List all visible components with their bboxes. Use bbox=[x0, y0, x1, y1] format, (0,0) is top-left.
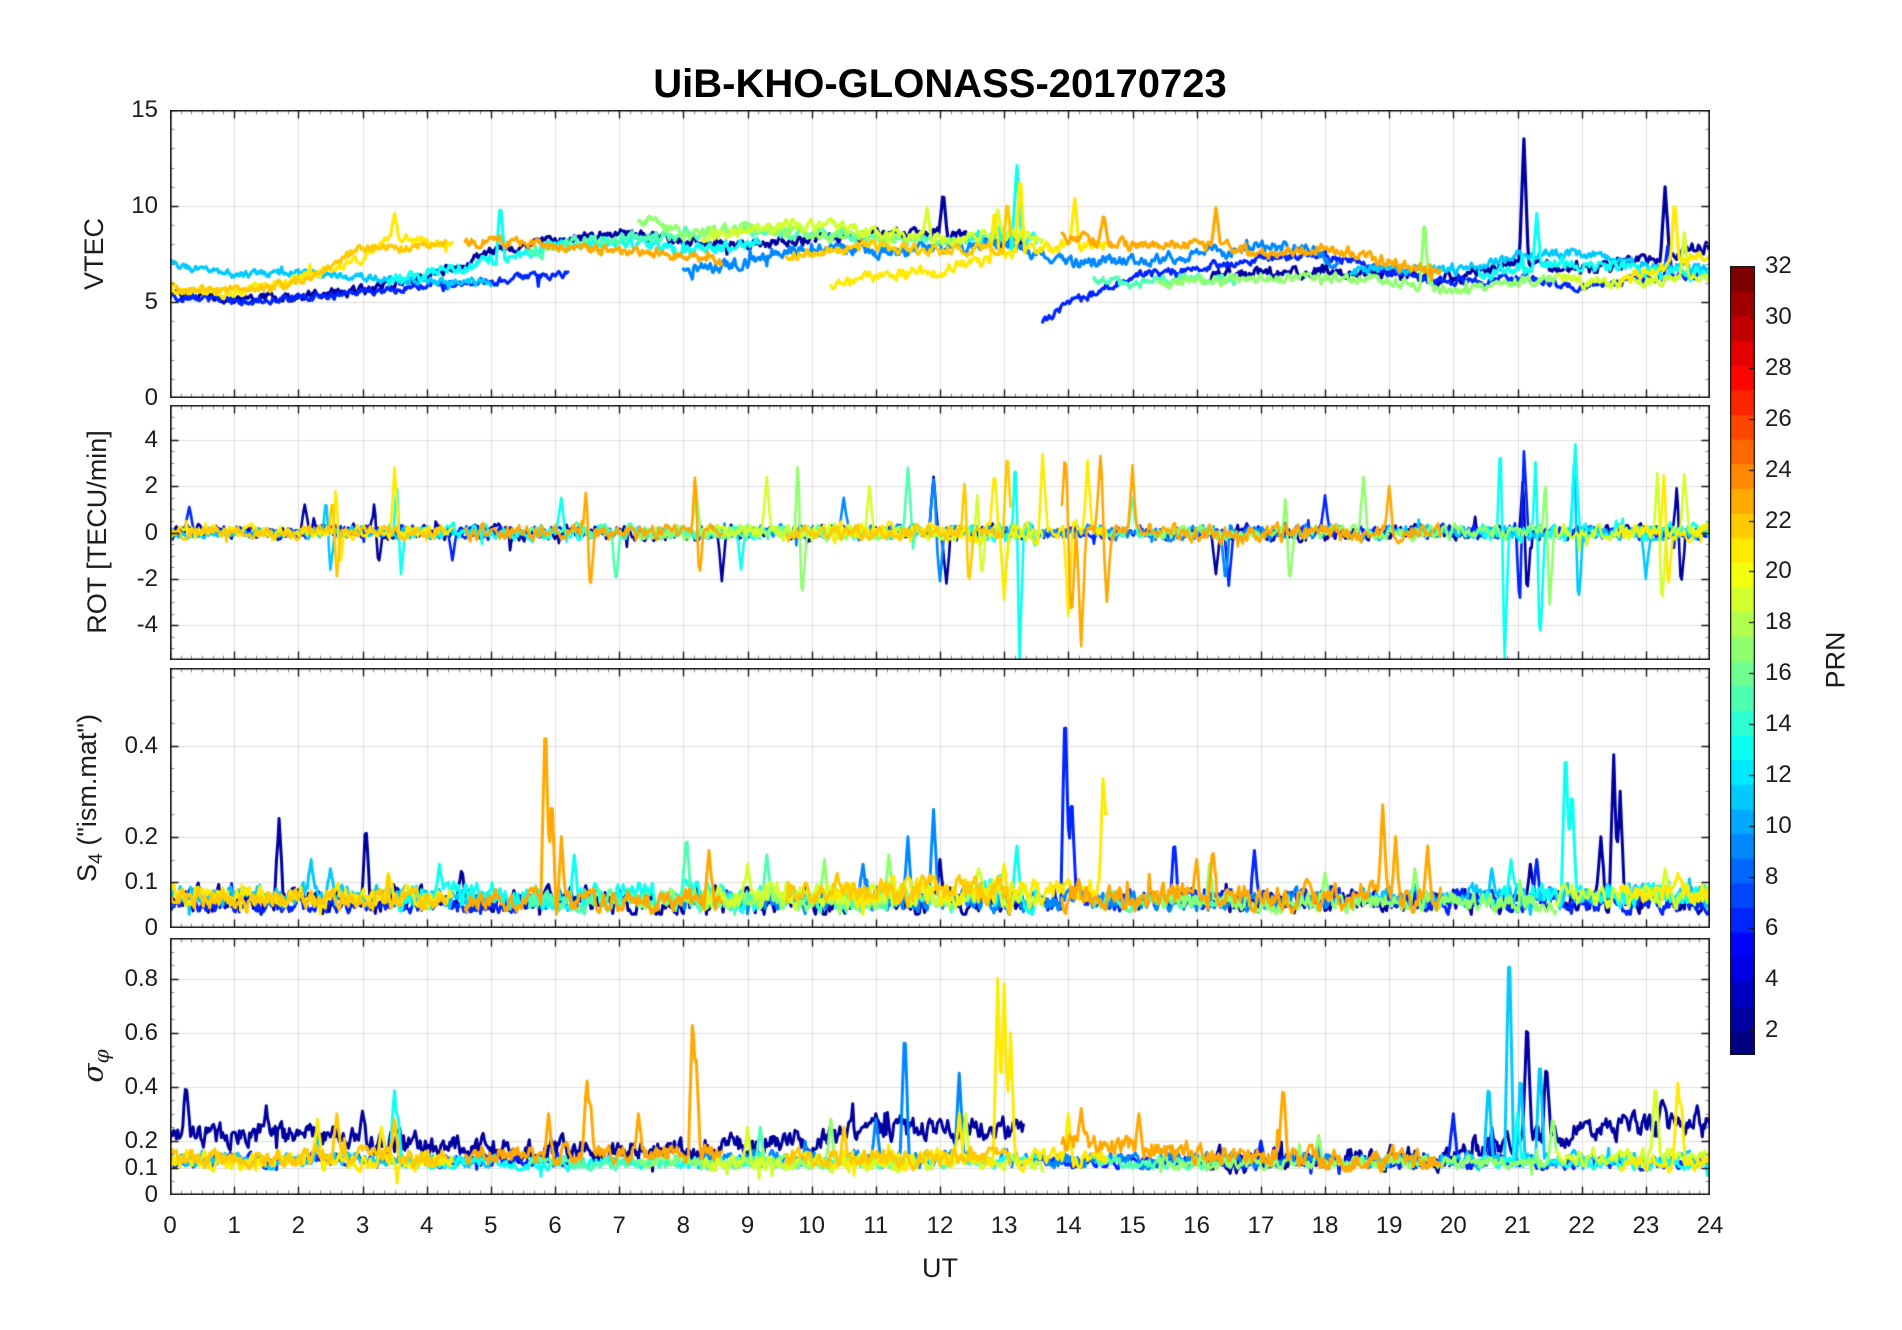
colorbar-tick-label: 2 bbox=[1765, 1015, 1779, 1043]
x-tick-label: 17 bbox=[1247, 1212, 1275, 1239]
y-tick-label: 10 bbox=[131, 192, 158, 219]
x-tick-label: 12 bbox=[926, 1212, 954, 1239]
x-tick-label: 6 bbox=[548, 1212, 562, 1239]
x-tick-label: 22 bbox=[1568, 1212, 1595, 1239]
colorbar-tick-label: 16 bbox=[1765, 659, 1792, 687]
y-tick-label: 0.4 bbox=[124, 1072, 158, 1100]
colorbar-tick-label: 22 bbox=[1765, 506, 1792, 534]
x-axis-label: UT bbox=[922, 1253, 958, 1283]
x-tick-label: 9 bbox=[740, 1212, 755, 1239]
colorbar-tick-label: 24 bbox=[1765, 455, 1792, 483]
rot-panel bbox=[170, 405, 1710, 660]
x-tick-label: 5 bbox=[484, 1212, 498, 1239]
x-tick-label: 11 bbox=[863, 1212, 889, 1239]
vtec-plot-canvas bbox=[170, 110, 1710, 398]
s4-axis-label-sub: 4 bbox=[84, 853, 107, 864]
x-tick-label: 13 bbox=[990, 1212, 1018, 1239]
y-tick-label: -2 bbox=[136, 564, 158, 592]
vtec-axis-label-text: VTEC bbox=[79, 217, 110, 291]
colorbar-tick-label: 26 bbox=[1765, 404, 1792, 432]
x-tick-label: 18 bbox=[1311, 1212, 1339, 1239]
x-tick-label: 15 bbox=[1119, 1212, 1146, 1239]
x-tick-label: 1 bbox=[227, 1212, 241, 1239]
colorbar bbox=[1730, 266, 1755, 1055]
colorbar-tick-label: 28 bbox=[1765, 353, 1792, 381]
colorbar-tick-label: 20 bbox=[1765, 557, 1792, 585]
y-tick-label: 4 bbox=[144, 425, 158, 453]
y-tick-label: 0 bbox=[144, 914, 158, 941]
sigma-phi-plot-canvas bbox=[170, 938, 1710, 1195]
colorbar-tick-label: 10 bbox=[1765, 811, 1792, 839]
y-tick-label: 0.4 bbox=[124, 731, 158, 759]
y-tick-label: 0 bbox=[144, 518, 158, 546]
x-tick-label: 24 bbox=[1696, 1212, 1724, 1239]
y-tick-label: 0.2 bbox=[124, 1126, 158, 1154]
x-tick-label: 7 bbox=[612, 1212, 626, 1239]
colorbar-tick-label: 4 bbox=[1765, 964, 1779, 992]
x-tick-label: 19 bbox=[1375, 1212, 1403, 1239]
x-tick-label: 14 bbox=[1054, 1212, 1082, 1239]
sigma-phi-axis-label-sub: φ bbox=[89, 1049, 114, 1064]
y-tick-label: 0.1 bbox=[124, 1153, 158, 1181]
sigma-phi-panel bbox=[170, 938, 1710, 1195]
x-tick-label: 2 bbox=[291, 1212, 305, 1239]
y-tick-label: 0.8 bbox=[124, 964, 158, 992]
vtec-axis-label: VTEC bbox=[79, 218, 115, 290]
s4-plot-canvas bbox=[170, 668, 1710, 928]
x-tick-label: 8 bbox=[676, 1212, 690, 1239]
y-tick-label: 0 bbox=[144, 384, 158, 411]
y-tick-label: 2 bbox=[144, 472, 158, 500]
colorbar-tick-label: 14 bbox=[1765, 710, 1792, 738]
x-tick-label: 16 bbox=[1183, 1212, 1210, 1239]
x-tick-label: 10 bbox=[798, 1212, 825, 1239]
y-tick-label: 0 bbox=[144, 1181, 158, 1208]
colorbar-axis-label: PRN bbox=[1820, 631, 1851, 689]
x-tick-label: 21 bbox=[1504, 1212, 1531, 1239]
y-tick-label: 5 bbox=[144, 288, 158, 315]
colorbar-tick-label: 30 bbox=[1765, 302, 1792, 330]
colorbar-tick-label: 8 bbox=[1765, 862, 1779, 890]
y-tick-label: 15 bbox=[131, 96, 158, 123]
x-tick-label: 23 bbox=[1632, 1212, 1660, 1239]
x-tick-label: 0 bbox=[163, 1212, 177, 1239]
s4-panel bbox=[170, 668, 1710, 928]
chart-title: UiB-KHO-GLONASS-20170723 bbox=[653, 62, 1227, 106]
x-tick-label: 4 bbox=[419, 1212, 434, 1239]
colorbar-canvas bbox=[1730, 266, 1755, 1055]
colorbar-tick-label: 6 bbox=[1765, 913, 1779, 941]
x-tick-label: 20 bbox=[1439, 1212, 1467, 1239]
y-tick-label: 0.6 bbox=[124, 1018, 158, 1046]
vtec-panel bbox=[170, 110, 1710, 398]
y-tick-label: 0.2 bbox=[124, 822, 158, 850]
rot-plot-canvas bbox=[170, 405, 1710, 660]
colorbar-tick-label: 12 bbox=[1765, 761, 1792, 789]
x-tick-label: 3 bbox=[355, 1212, 370, 1239]
y-tick-label: -4 bbox=[136, 611, 158, 639]
colorbar-tick-label: 18 bbox=[1765, 608, 1792, 636]
colorbar-tick-label: 32 bbox=[1765, 252, 1792, 279]
y-tick-label: 0.1 bbox=[124, 868, 158, 896]
